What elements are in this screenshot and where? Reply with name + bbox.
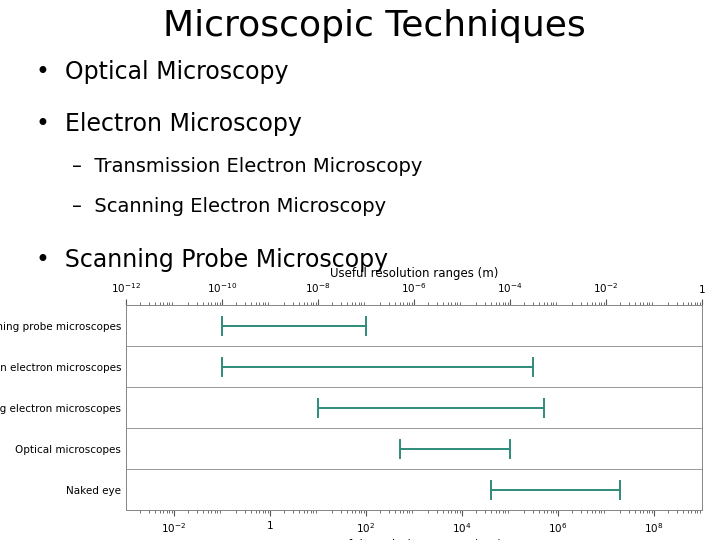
X-axis label: Useful resolution ranges (nm): Useful resolution ranges (nm) <box>326 539 502 540</box>
Text: •  Electron Microscopy: • Electron Microscopy <box>36 112 302 136</box>
Text: Microscopic Techniques: Microscopic Techniques <box>163 9 586 43</box>
Text: •  Scanning Probe Microscopy: • Scanning Probe Microscopy <box>36 248 388 272</box>
Text: •  Optical Microscopy: • Optical Microscopy <box>36 60 289 84</box>
Text: –  Transmission Electron Microscopy: – Transmission Electron Microscopy <box>72 157 423 176</box>
Text: –  Scanning Electron Microscopy: – Scanning Electron Microscopy <box>72 197 386 215</box>
X-axis label: Useful resolution ranges (m): Useful resolution ranges (m) <box>330 267 498 280</box>
